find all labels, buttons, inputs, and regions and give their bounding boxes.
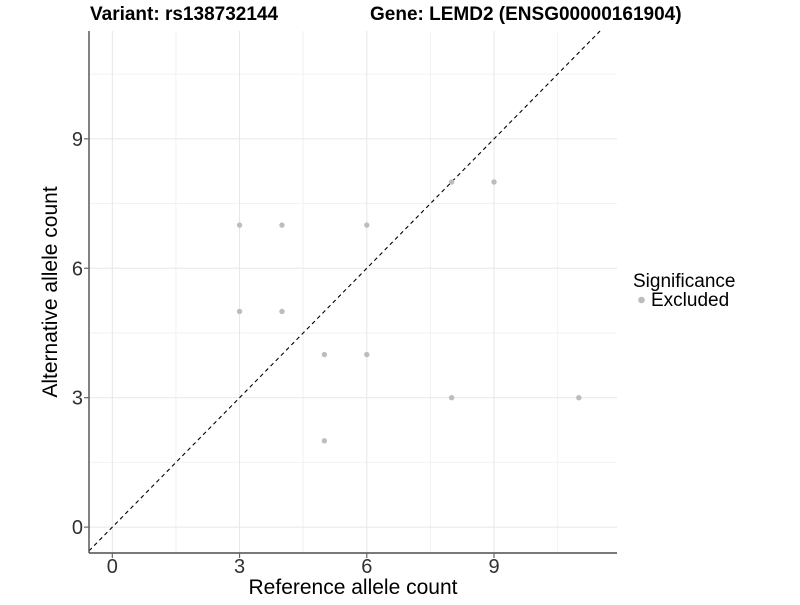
y-axis-tick-labels: 0 3 6 9 [72, 129, 83, 539]
data-point [236, 222, 243, 228]
data-points [236, 179, 582, 444]
data-point [448, 179, 455, 185]
plot-title-gene: Gene: LEMD2 (ENSG00000161904) [370, 4, 682, 25]
grid-major-lines [89, 31, 617, 553]
x-tick-label: 9 [488, 556, 499, 578]
data-point [364, 351, 370, 358]
data-point [321, 438, 328, 444]
panel-background [89, 31, 617, 553]
data-point [279, 308, 285, 315]
y-axis-ticks [84, 138, 89, 528]
x-tick-label: 6 [361, 556, 372, 578]
x-tick-label: 3 [234, 556, 245, 578]
y-tick-label: 3 [72, 388, 83, 410]
data-point [321, 351, 328, 358]
x-axis-ticks [111, 553, 495, 558]
data-point [491, 179, 497, 185]
y-tick-label: 9 [72, 129, 83, 151]
grid-minor-lines [89, 31, 617, 553]
legend-key-dot-icon [638, 296, 645, 304]
data-point [576, 394, 582, 401]
data-point [236, 308, 243, 315]
plot-title-variant: Variant: rs138732144 [90, 4, 278, 25]
x-axis-title: Reference allele count [249, 576, 458, 599]
data-point [448, 394, 455, 401]
legend-item-label: Excluded [651, 290, 729, 311]
y-tick-label: 0 [72, 517, 83, 539]
legend-title: Significance [633, 271, 735, 292]
y-tick-label: 6 [72, 258, 83, 280]
x-tick-label: 0 [107, 556, 118, 578]
legend: Significance Excluded [633, 271, 735, 311]
data-point [364, 222, 370, 228]
data-point [279, 222, 285, 228]
x-axis-tick-labels: 0 3 6 9 [107, 556, 500, 578]
identity-reference-line [88, 30, 601, 552]
plot-panel [88, 30, 617, 553]
y-axis-title: Alternative allele count [39, 186, 62, 397]
